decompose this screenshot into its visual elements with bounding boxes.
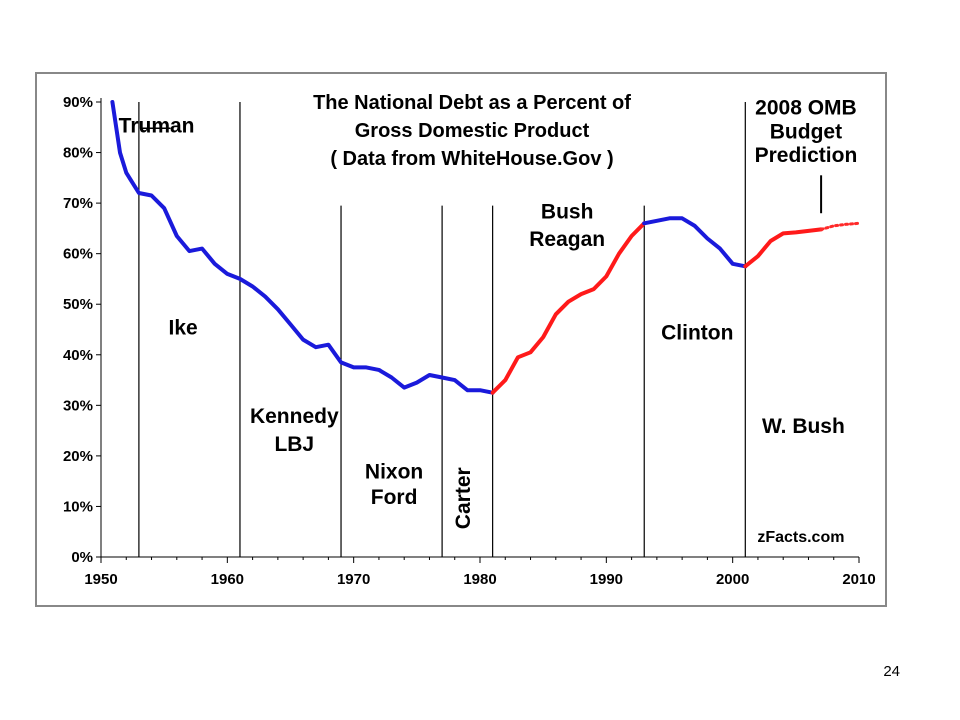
y-tick-label: 0% (71, 549, 93, 566)
debt-series-republican-red (490, 221, 647, 395)
omb-prediction-label: Budget (770, 120, 842, 143)
debt-series-republican-red (743, 227, 824, 269)
y-tick-label: 10% (63, 498, 93, 515)
president-label-nixon: Nixon (365, 461, 423, 484)
page-number: 24 (883, 663, 900, 680)
y-tick-label: 90% (63, 94, 93, 111)
x-tick-label: 1990 (590, 571, 623, 588)
president-label-wbush: W. Bush (762, 415, 845, 438)
omb-prediction-label: 2008 OMB (755, 97, 857, 120)
president-label-clinton: Clinton (661, 322, 733, 345)
x-tick-label: 1950 (84, 571, 117, 588)
x-tick-label: 2010 (842, 571, 875, 588)
chart-title-line: ( Data from WhiteHouse.Gov ) (330, 148, 613, 170)
debt-to-gdp-chart: 0% 10% 20% 30% 40% 50% 60% 70% 80% 90% 1950 1960 197… (63, 92, 876, 588)
y-tick-label: 70% (63, 195, 93, 212)
president-label-bush: Bush (541, 200, 594, 223)
chart-frame: 0% 10% 20% 30% 40% 50% 60% 70% 80% 90% 1950 1960 197… (35, 72, 887, 607)
y-tick-label: 30% (63, 397, 93, 414)
president-label-lbj: LBJ (274, 433, 314, 456)
y-tick-label: 60% (63, 246, 93, 263)
x-tick-label: 1980 (463, 571, 496, 588)
president-label-reagan: Reagan (529, 228, 605, 251)
x-tick-label: 1960 (211, 571, 244, 588)
president-label-carter: Carter (452, 467, 475, 529)
omb-prediction-label: Prediction (755, 144, 858, 167)
debt-series-democratic-blue (642, 216, 748, 269)
president-label-truman: Truman (119, 114, 195, 137)
y-tick-label: 40% (63, 347, 93, 364)
y-tick-label: 20% (63, 448, 93, 465)
debt-series-democratic-blue (110, 100, 495, 395)
x-tick-label: 1970 (337, 571, 370, 588)
president-label-ike: Ike (169, 317, 198, 340)
president-label-kennedy: Kennedy (250, 405, 339, 428)
chart-title-line: The National Debt as a Percent of (313, 92, 631, 114)
chart-title-line: Gross Domestic Product (355, 120, 590, 142)
y-tick-label: 50% (63, 296, 93, 313)
president-label-ford: Ford (371, 486, 418, 509)
debt-series-projection (819, 221, 861, 231)
x-tick-label: 2000 (716, 571, 749, 588)
zfacts-watermark: zFacts.com (757, 529, 844, 546)
y-tick-label: 80% (63, 145, 93, 162)
